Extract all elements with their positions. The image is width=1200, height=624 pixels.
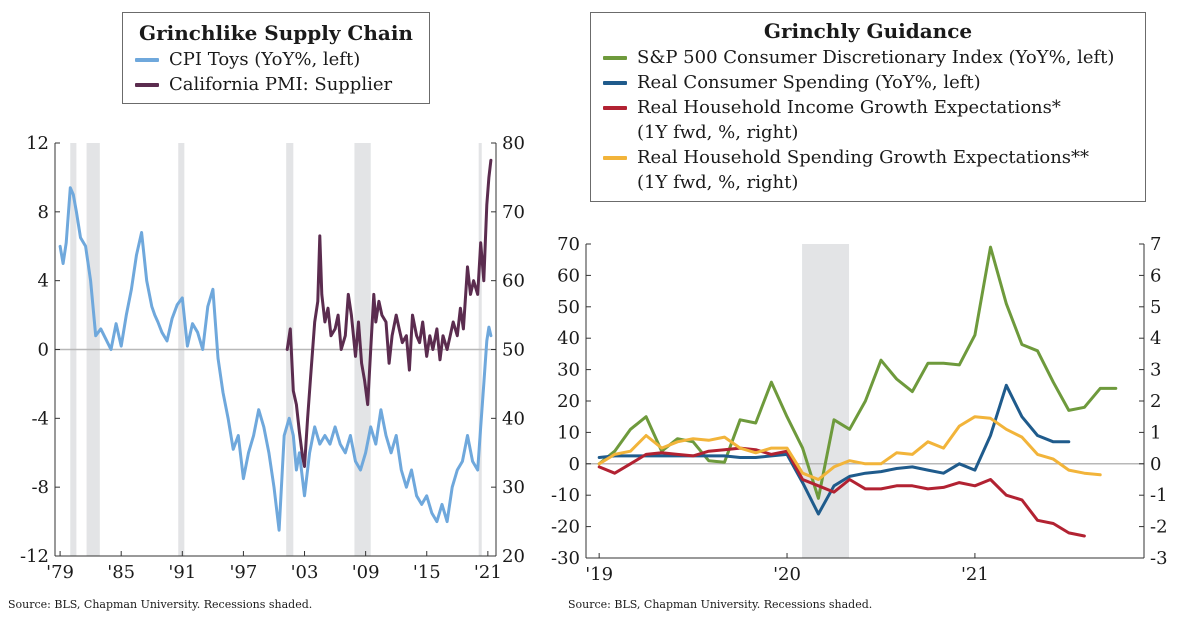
legend-item-california-pmi: California PMI: Supplier: [135, 72, 417, 97]
legend-label-real-consumer-spending: Real Consumer Spending (YoY%, left): [637, 72, 981, 93]
x-tick-label: '85: [107, 562, 135, 583]
y-right-tick-label: -2: [1150, 517, 1168, 538]
x-tick-label: '15: [413, 562, 441, 583]
y-left-tick-label: -8: [31, 477, 49, 498]
x-tick-label: '19: [585, 564, 613, 585]
legend-swatch-spending-expectations: [603, 156, 627, 160]
legend-right: Grinchly Guidance S&P 500 Consumer Discr…: [590, 12, 1146, 202]
y-left-tick-label: -4: [31, 408, 49, 429]
y-right-tick-label: -1: [1150, 485, 1168, 506]
y-left-tick-label: -12: [20, 546, 49, 567]
recession-band-1-0: [802, 244, 850, 558]
x-tick-label: '21: [961, 564, 989, 585]
series-line-s-p-500-consumer-discretionary-index-yoy-left: [597, 245, 1118, 500]
legend-swatch-consumer-discretionary: [603, 56, 627, 60]
series-line-california-pmi-supplier: [285, 158, 493, 468]
y-left-tick-label: 8: [38, 202, 49, 223]
legend-left: Grinchlike Supply Chain CPI Toys (YoY%, …: [122, 12, 430, 104]
x-tick-label: '20: [773, 564, 801, 585]
y-left-tick-label: 20: [557, 391, 580, 412]
chart-left: -12 -8 -4 0 4 8 12 20 30 40 50 60 70 80 '79 '85 '91 '97 '0…: [20, 133, 525, 583]
legend-item-real-consumer-spending: Real Consumer Spending (YoY%, left): [603, 70, 1133, 95]
y-right-tick-label: 80: [502, 133, 525, 154]
y-left-tick-label: 30: [557, 360, 580, 381]
y-left-tick-label: 0: [569, 454, 580, 475]
source-note-right: Source: BLS, Chapman University. Recessi…: [568, 598, 873, 611]
y-right-tick-label: 0: [1150, 454, 1161, 475]
legend-item-income-expectations: Real Household Income Growth Expectation…: [603, 95, 1133, 145]
legend-label-spending-expectations: Real Household Spending Growth Expectati…: [637, 147, 1090, 193]
y-right-tick-label: 50: [502, 340, 525, 361]
y-left-tick-label: 12: [26, 133, 49, 154]
y-right-tick-label: 1: [1150, 422, 1161, 443]
y-left-tick-label: -10: [551, 485, 580, 506]
x-tick-label: '97: [229, 562, 257, 583]
series-line-real-household-spending-growth-expectations-1y-fwd-right: [597, 415, 1102, 481]
y-left-tick-label: -20: [551, 517, 580, 538]
legend-label-consumer-discretionary: S&P 500 Consumer Discretionary Index (Yo…: [637, 47, 1115, 68]
chart-title-left: Grinchlike Supply Chain: [139, 21, 413, 45]
y-right-tick-label: 30: [502, 477, 525, 498]
y-left-tick-label: 40: [557, 328, 580, 349]
y-left-tick-label: 70: [557, 234, 580, 255]
legend-label-california-pmi: California PMI: Supplier: [169, 74, 393, 95]
y-right-tick-label: 2: [1150, 391, 1161, 412]
x-tick-label: '09: [352, 562, 380, 583]
y-right-tick-label: 4: [1150, 328, 1161, 349]
legend-swatch-california-pmi: [135, 83, 159, 87]
legend-swatch-income-expectations: [603, 106, 627, 110]
legend-swatch-cpi-toys: [135, 58, 159, 62]
x-tick-label: '21: [474, 562, 502, 583]
chart-title-right: Grinchly Guidance: [763, 19, 973, 43]
y-right-tick-label: 5: [1150, 297, 1161, 318]
legend-label-income-expectations: Real Household Income Growth Expectation…: [637, 97, 1061, 143]
y-left-tick-label: 10: [557, 422, 580, 443]
series-line-real-household-income-growth-expectations-1y-fwd-right: [597, 446, 1086, 538]
y-left-tick-label: 50: [557, 297, 580, 318]
y-right-tick-label: 60: [502, 271, 525, 292]
legend-swatch-real-consumer-spending: [603, 81, 627, 85]
y-right-tick-label: 70: [502, 202, 525, 223]
legend-item-spending-expectations: Real Household Spending Growth Expectati…: [603, 145, 1133, 195]
y-right-tick-label: 6: [1150, 265, 1161, 286]
y-right-tick-label: 7: [1150, 234, 1161, 255]
legend-item-cpi-toys: CPI Toys (YoY%, left): [135, 47, 417, 72]
y-right-tick-label: -3: [1150, 548, 1168, 569]
x-tick-label: '91: [168, 562, 196, 583]
legend-item-consumer-discretionary: S&P 500 Consumer Discretionary Index (Yo…: [603, 45, 1133, 70]
legend-label-cpi-toys: CPI Toys (YoY%, left): [169, 49, 361, 70]
y-left-tick-label: 0: [38, 340, 49, 361]
y-left-tick-label: -30: [551, 548, 580, 569]
series-line-cpi-toys-yoy-left: [58, 186, 493, 532]
y-left-tick-label: 60: [557, 265, 580, 286]
y-right-tick-label: 40: [502, 408, 525, 429]
y-left-tick-label: 4: [38, 271, 49, 292]
y-right-tick-label: 3: [1150, 360, 1161, 381]
y-right-tick-label: 20: [502, 546, 525, 567]
chart-right: -30-20-10010203040506070-3-2-101234567'1…: [551, 234, 1168, 585]
source-note-left: Source: BLS, Chapman University. Recessi…: [8, 598, 313, 611]
x-tick-label: '03: [291, 562, 319, 583]
x-tick-label: '79: [46, 562, 74, 583]
